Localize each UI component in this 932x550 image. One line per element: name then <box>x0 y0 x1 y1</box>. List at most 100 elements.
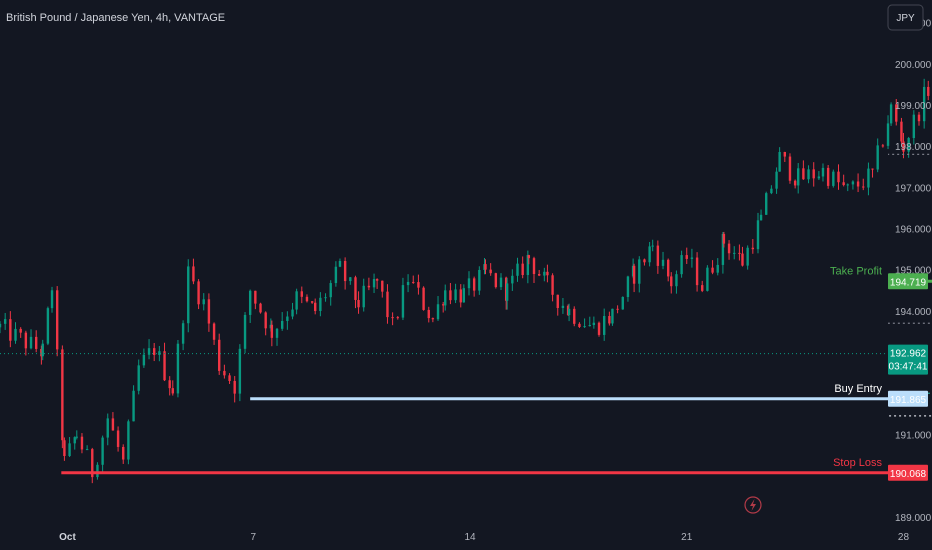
candle <box>527 254 531 265</box>
x-tick-label-4: 28 <box>898 532 910 543</box>
candle <box>478 266 481 295</box>
candle <box>666 258 670 282</box>
candle <box>521 256 524 279</box>
candle <box>881 143 885 148</box>
candle <box>24 330 28 356</box>
candle <box>537 269 541 277</box>
candle <box>142 348 146 368</box>
candle <box>793 179 797 189</box>
candle <box>163 342 166 382</box>
candle <box>147 339 151 360</box>
lightning-icon[interactable] <box>744 496 762 514</box>
candle <box>856 173 860 193</box>
buy-entry-label: Buy Entry <box>834 383 882 395</box>
buy-entry-price-tag[interactable]: 191.865 <box>888 390 928 407</box>
candle <box>40 345 43 365</box>
candle <box>462 284 466 303</box>
candle <box>381 280 384 298</box>
candle <box>137 359 140 395</box>
candle <box>436 296 440 321</box>
candle <box>727 240 731 260</box>
candle <box>516 257 519 282</box>
candle <box>561 298 565 314</box>
candle <box>68 437 71 458</box>
candle <box>441 301 445 313</box>
candle <box>756 212 760 254</box>
candle <box>280 312 284 331</box>
candle <box>343 257 347 290</box>
candle <box>192 258 195 285</box>
candle <box>711 260 714 275</box>
candle <box>770 185 773 195</box>
currency-button[interactable]: JPY <box>887 4 924 31</box>
current-price-value: 192.962 <box>890 349 927 360</box>
candle <box>626 275 630 302</box>
candle <box>46 306 50 346</box>
candle <box>505 278 509 310</box>
time-axis[interactable]: Oct7142128Nov111825Dec <box>59 532 932 543</box>
candle <box>778 147 781 172</box>
candle <box>73 436 76 450</box>
candle <box>349 276 352 285</box>
x-tick-label-3: 21 <box>681 532 693 543</box>
candle <box>427 306 430 323</box>
candle <box>431 317 435 323</box>
candle <box>616 305 619 314</box>
candle <box>187 259 190 333</box>
candle <box>362 278 365 312</box>
stop-loss-price-tag[interactable]: 190.068 <box>888 464 928 481</box>
candle <box>101 435 104 473</box>
candle <box>50 286 54 313</box>
candle <box>851 180 855 190</box>
candle <box>372 273 376 294</box>
candle <box>817 171 821 181</box>
candle <box>454 283 457 304</box>
candle <box>63 437 66 461</box>
candle <box>319 292 322 317</box>
y-tick-label-6: 195.000 <box>895 266 932 277</box>
candle <box>55 286 59 357</box>
candle <box>34 330 38 353</box>
candle <box>122 444 125 464</box>
candle <box>837 164 840 190</box>
candle <box>741 246 744 267</box>
candle <box>632 263 636 293</box>
candle <box>602 308 606 341</box>
candle <box>152 342 156 362</box>
candle <box>85 445 89 451</box>
candle <box>532 256 536 283</box>
candle <box>168 376 171 396</box>
candle <box>690 248 694 268</box>
bar-countdown: 03:47:41 <box>889 362 928 373</box>
stop-loss-price-text: 190.068 <box>890 469 927 480</box>
candle <box>275 327 279 346</box>
candle <box>788 153 792 184</box>
candle <box>842 174 845 187</box>
current-price-tag[interactable]: 192.962 03:47:41 <box>888 344 928 375</box>
currency-label: JPY <box>896 13 915 24</box>
candle <box>608 311 611 326</box>
candle <box>812 162 815 187</box>
candle <box>583 318 586 328</box>
candle <box>270 320 274 347</box>
take-profit-price-tag[interactable]: 194.719 <box>888 273 928 290</box>
candle <box>422 286 425 311</box>
overlays: 0.00%100.00%138.20%61.80%Take ProfitBuy … <box>0 153 932 475</box>
candle <box>212 322 216 345</box>
candle <box>701 280 704 293</box>
candle <box>207 293 211 332</box>
candle <box>19 327 22 338</box>
candle <box>695 252 699 292</box>
candle <box>670 272 673 294</box>
candle <box>685 247 688 264</box>
candle <box>651 239 654 252</box>
candle <box>254 290 257 310</box>
candle <box>176 340 180 398</box>
y-tick-label-7: 194.000 <box>895 307 932 318</box>
candle <box>401 277 405 321</box>
candle <box>310 300 314 304</box>
candle <box>917 111 921 126</box>
candle <box>556 294 559 316</box>
